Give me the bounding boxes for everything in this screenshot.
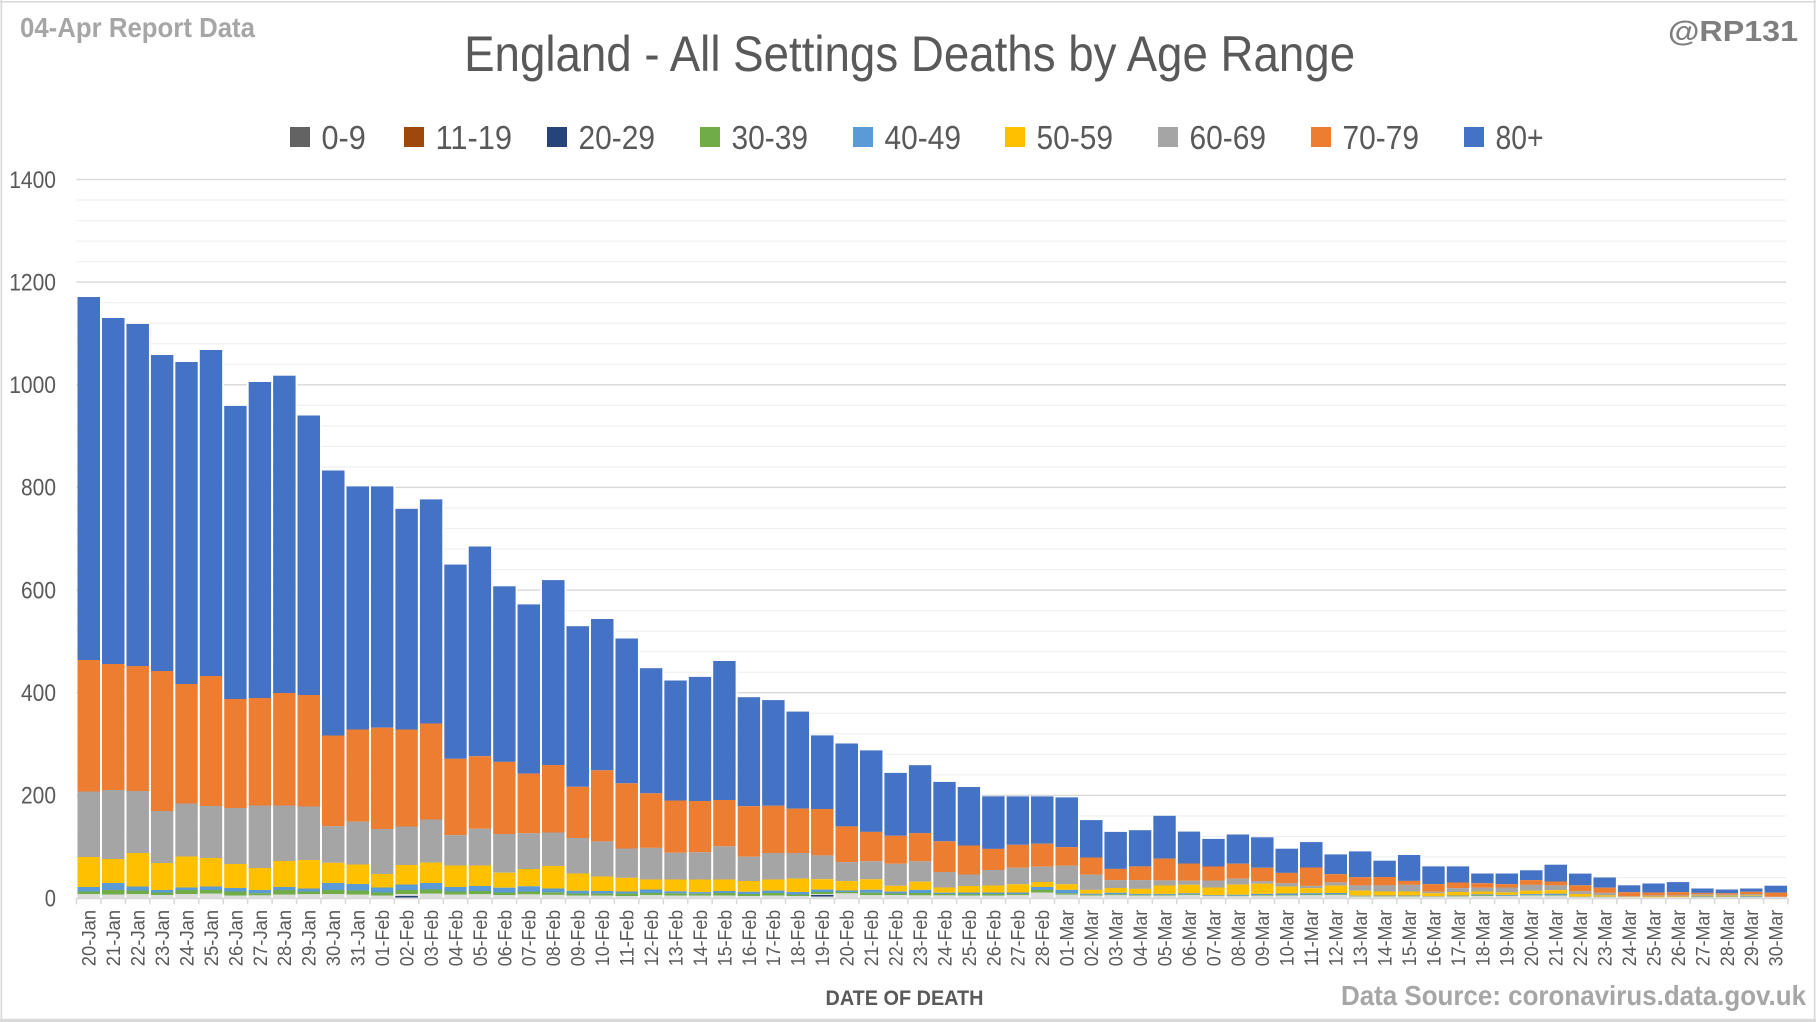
svg-text:12-Feb: 12-Feb [642, 910, 663, 966]
svg-text:60-69: 60-69 [1190, 119, 1267, 156]
svg-text:50-59: 50-59 [1037, 119, 1114, 156]
svg-text:23-Feb: 23-Feb [911, 910, 932, 966]
svg-text:13-Feb: 13-Feb [666, 910, 687, 966]
svg-text:England - All Settings Deaths: England - All Settings Deaths by Age Ran… [464, 26, 1355, 82]
svg-text:07-Mar: 07-Mar [1204, 909, 1225, 966]
svg-text:80+: 80+ [1496, 119, 1544, 156]
svg-text:31-Jan: 31-Jan [349, 910, 370, 966]
svg-text:22-Mar: 22-Mar [1571, 909, 1592, 966]
svg-text:28-Feb: 28-Feb [1033, 910, 1054, 966]
svg-text:1400: 1400 [9, 167, 56, 194]
svg-text:20-Feb: 20-Feb [838, 910, 859, 966]
svg-text:09-Mar: 09-Mar [1253, 909, 1274, 966]
svg-text:03-Feb: 03-Feb [422, 910, 443, 966]
svg-text:13-Mar: 13-Mar [1351, 909, 1372, 966]
svg-text:0-9: 0-9 [322, 119, 366, 156]
svg-text:30-Jan: 30-Jan [324, 910, 345, 966]
svg-text:03-Mar: 03-Mar [1107, 909, 1128, 966]
svg-text:30-39: 30-39 [732, 119, 809, 156]
svg-text:27-Mar: 27-Mar [1693, 909, 1714, 966]
svg-text:04-Mar: 04-Mar [1131, 909, 1152, 966]
svg-text:26-Jan: 26-Jan [226, 910, 247, 966]
svg-text:Data Source: coronavirus.data.: Data Source: coronavirus.data.gov.uk [1341, 980, 1806, 1011]
svg-text:21-Jan: 21-Jan [104, 910, 125, 966]
svg-text:800: 800 [21, 475, 56, 502]
svg-text:18-Mar: 18-Mar [1473, 909, 1494, 966]
svg-text:01-Mar: 01-Mar [1058, 909, 1079, 966]
svg-text:26-Mar: 26-Mar [1669, 909, 1690, 966]
svg-text:21-Mar: 21-Mar [1547, 909, 1568, 966]
svg-text:25-Jan: 25-Jan [202, 910, 223, 966]
svg-text:25-Feb: 25-Feb [960, 910, 981, 966]
svg-text:40-49: 40-49 [885, 119, 962, 156]
svg-text:04-Apr Report Data: 04-Apr Report Data [20, 12, 255, 43]
svg-text:17-Mar: 17-Mar [1449, 909, 1470, 966]
svg-text:09-Feb: 09-Feb [569, 910, 590, 966]
svg-text:25-Mar: 25-Mar [1644, 909, 1665, 966]
svg-text:19-Feb: 19-Feb [813, 910, 834, 966]
svg-text:20-Mar: 20-Mar [1522, 909, 1543, 966]
svg-text:27-Feb: 27-Feb [1009, 910, 1030, 966]
svg-text:19-Mar: 19-Mar [1498, 909, 1519, 966]
svg-text:05-Mar: 05-Mar [1155, 909, 1176, 966]
svg-text:05-Feb: 05-Feb [471, 910, 492, 966]
svg-text:@RP131: @RP131 [1668, 16, 1798, 48]
svg-text:12-Mar: 12-Mar [1327, 909, 1348, 966]
svg-text:70-79: 70-79 [1343, 119, 1420, 156]
svg-text:200: 200 [21, 783, 56, 810]
svg-text:04-Feb: 04-Feb [446, 910, 467, 966]
svg-text:600: 600 [21, 577, 56, 604]
svg-text:10-Feb: 10-Feb [593, 910, 614, 966]
svg-text:22-Feb: 22-Feb [887, 910, 908, 966]
svg-text:06-Feb: 06-Feb [495, 910, 516, 966]
svg-text:15-Feb: 15-Feb [715, 910, 736, 966]
svg-text:23-Mar: 23-Mar [1596, 909, 1617, 966]
svg-text:21-Feb: 21-Feb [862, 910, 883, 966]
svg-text:1000: 1000 [9, 372, 56, 399]
svg-text:08-Mar: 08-Mar [1229, 909, 1250, 966]
svg-text:20-29: 20-29 [579, 119, 656, 156]
svg-text:24-Mar: 24-Mar [1620, 909, 1641, 966]
svg-text:02-Feb: 02-Feb [398, 910, 419, 966]
svg-text:11-19: 11-19 [436, 119, 513, 156]
svg-text:16-Feb: 16-Feb [740, 910, 761, 966]
svg-text:1200: 1200 [9, 269, 56, 296]
svg-text:26-Feb: 26-Feb [984, 910, 1005, 966]
svg-text:22-Jan: 22-Jan [129, 910, 150, 966]
svg-text:30-Mar: 30-Mar [1767, 909, 1788, 966]
svg-text:29-Jan: 29-Jan [300, 910, 321, 966]
svg-text:10-Mar: 10-Mar [1278, 909, 1299, 966]
svg-text:DATE OF DEATH: DATE OF DEATH [826, 987, 984, 1010]
svg-text:16-Mar: 16-Mar [1424, 909, 1445, 966]
svg-text:17-Feb: 17-Feb [764, 910, 785, 966]
svg-text:24-Jan: 24-Jan [177, 910, 198, 966]
svg-text:01-Feb: 01-Feb [373, 910, 394, 966]
svg-text:23-Jan: 23-Jan [153, 910, 174, 966]
svg-text:15-Mar: 15-Mar [1400, 909, 1421, 966]
svg-text:29-Mar: 29-Mar [1742, 909, 1763, 966]
svg-text:08-Feb: 08-Feb [544, 910, 565, 966]
svg-text:14-Feb: 14-Feb [691, 910, 712, 966]
svg-text:24-Feb: 24-Feb [935, 910, 956, 966]
svg-text:28-Mar: 28-Mar [1718, 909, 1739, 966]
svg-text:14-Mar: 14-Mar [1376, 909, 1397, 966]
svg-text:07-Feb: 07-Feb [520, 910, 541, 966]
svg-text:18-Feb: 18-Feb [789, 910, 810, 966]
svg-text:06-Mar: 06-Mar [1180, 909, 1201, 966]
svg-text:11-Feb: 11-Feb [618, 910, 639, 966]
svg-text:11-Mar: 11-Mar [1302, 909, 1323, 966]
svg-text:400: 400 [21, 680, 56, 707]
svg-text:0: 0 [45, 885, 56, 912]
svg-text:28-Jan: 28-Jan [275, 910, 296, 966]
svg-text:20-Jan: 20-Jan [80, 910, 101, 966]
svg-text:02-Mar: 02-Mar [1082, 909, 1103, 966]
svg-text:27-Jan: 27-Jan [251, 910, 272, 966]
